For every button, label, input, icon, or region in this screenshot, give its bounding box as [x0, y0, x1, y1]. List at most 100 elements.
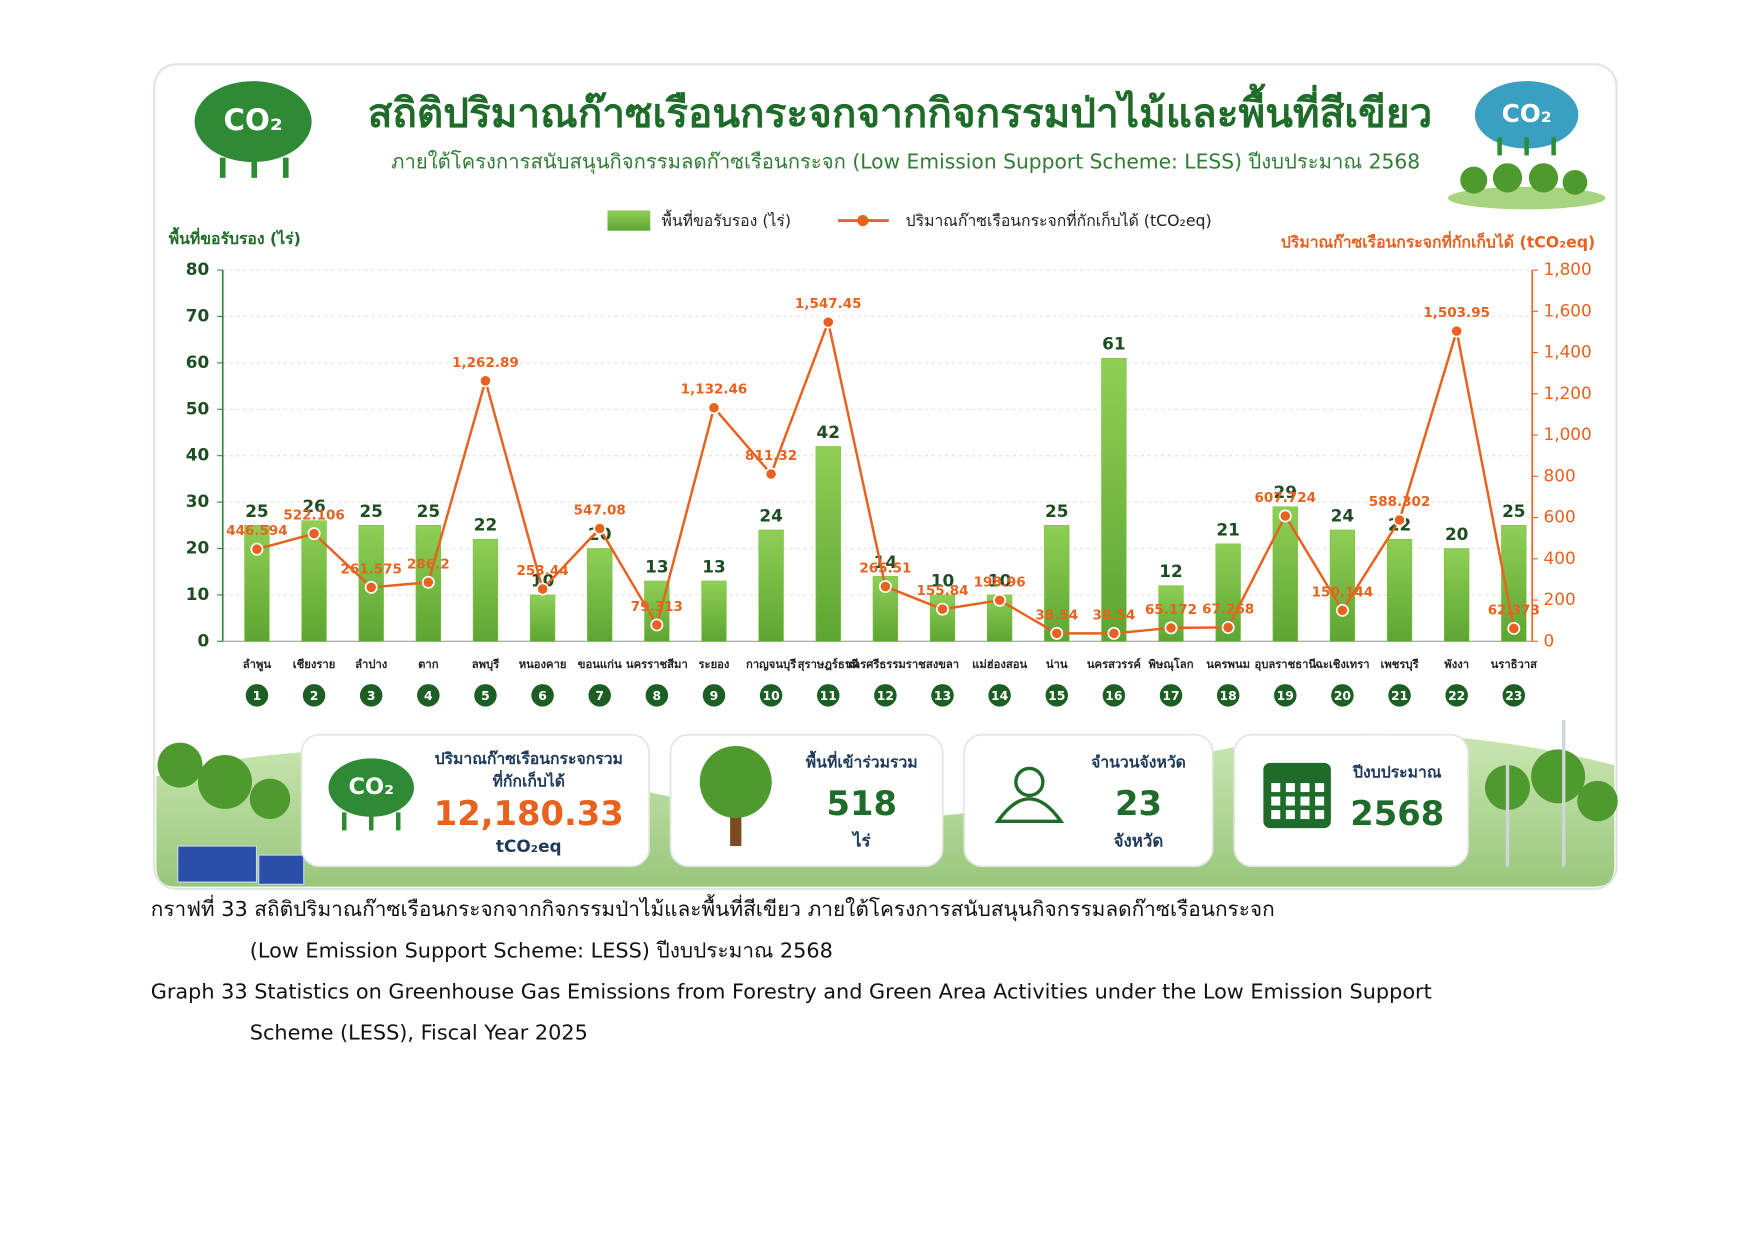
y-tick-label: 0 [198, 630, 210, 650]
x-tick-label: ระยอง [699, 658, 730, 671]
line-point [250, 542, 264, 556]
bar [587, 548, 613, 642]
card-value: 23 [1115, 784, 1162, 823]
caption-line: Graph 33 Statistics on Greenhouse Gas Em… [151, 979, 1432, 1003]
card-value: 518 [827, 784, 897, 823]
category-badge [1045, 684, 1069, 707]
card-icon [1271, 783, 1281, 793]
category-number: 5 [481, 689, 490, 703]
bar [244, 525, 270, 642]
bar-value-label: 26 [302, 496, 325, 516]
y2-tick-label: 600 [1544, 507, 1576, 527]
category-badge [1102, 684, 1126, 707]
category-number: 15 [1048, 689, 1065, 703]
category-badge [702, 684, 726, 707]
category-number: 14 [991, 689, 1009, 703]
line-point [421, 575, 435, 589]
bar [1272, 506, 1298, 642]
card-icon [1271, 810, 1281, 820]
category-badge [645, 684, 669, 707]
category-number: 8 [653, 689, 662, 703]
line-point [1164, 621, 1178, 635]
category-badge [302, 684, 326, 707]
card-icon [1300, 810, 1310, 820]
line-point [1507, 621, 1521, 635]
line-point [1278, 509, 1292, 523]
line-value-label: 265.51 [859, 561, 911, 577]
x-tick-label: เชียงราย [293, 658, 336, 671]
category-badge [359, 684, 383, 707]
line-value-label: 607.724 [1255, 490, 1317, 506]
bar [815, 446, 841, 642]
y2-axis-title: ปริมาณก๊าซเรือนกระจกที่กักเก็บได้ (tCO₂e… [1281, 231, 1595, 252]
chart-subtitle: ภายใต้โครงการสนับสนุนกิจกรรมลดก๊าซเรือนก… [391, 150, 1420, 175]
x-tick-label: พังงา [1444, 658, 1469, 671]
category-number: 9 [710, 689, 719, 703]
line-value-label: 286.2 [407, 556, 450, 572]
card-unit: จังหวัด [1114, 831, 1164, 851]
plot: 0102030405060708002004006008001,0001,200… [186, 209, 1592, 707]
bar [358, 525, 384, 642]
y2-tick-label: 800 [1544, 465, 1576, 485]
x-tick-label: นครศรีธรรมราช [845, 658, 926, 671]
bar [1044, 525, 1070, 642]
bar [1386, 538, 1413, 642]
category-badge [1331, 684, 1354, 707]
x-tick-label: แม่ฮ่องสอน [972, 658, 1027, 671]
category-badge [474, 684, 497, 707]
line-point [307, 527, 321, 541]
line-value-label: 1,132.46 [681, 382, 748, 398]
category-badge [1445, 684, 1468, 707]
co2-icon-left [194, 81, 312, 178]
x-tick-label: สุราษฎร์ธานี [798, 657, 859, 672]
caption: กราฟที่ 33 สถิติปริมาณก๊าซเรือนกระจกจากก… [151, 894, 1432, 1044]
caption-line: (Low Emission Support Scheme: LESS) ปีงบ… [250, 938, 833, 962]
card-icon [1300, 783, 1310, 793]
x-tick-label: ลำปาง [355, 657, 387, 671]
line-value-label: 588.302 [1369, 494, 1431, 510]
category-number: 6 [538, 689, 547, 703]
card-label: จำนวนจังหวัด [1091, 752, 1186, 771]
co2-icon-right [1447, 81, 1606, 210]
y-axis-title: พื้นที่ขอรับรอง (ไร่) [169, 227, 301, 248]
bar-value-label: 25 [1045, 501, 1068, 521]
line-point [1107, 626, 1121, 640]
bar-value-label: 13 [645, 556, 668, 576]
card-icon [1300, 796, 1310, 806]
card-icon [730, 801, 742, 847]
card-value: 12,180.33 [434, 794, 624, 833]
x-tick-label: กาญจนบุรี [746, 658, 797, 672]
line-point [764, 467, 778, 481]
legend-swatch [857, 214, 869, 227]
x-tick-label: สงขลา [926, 658, 959, 671]
solar-panels [177, 845, 305, 885]
bar-value-label: 21 [1216, 519, 1239, 539]
card-icon [1285, 796, 1295, 806]
x-tick-label: ลพบุรี [472, 658, 500, 672]
category-number: 7 [595, 689, 604, 703]
category-badge [931, 684, 954, 707]
y-tick-label: 70 [186, 305, 209, 325]
y-tick-label: 80 [186, 259, 209, 279]
bar-value-label: 24 [1331, 505, 1354, 525]
bar-value-label: 25 [1502, 501, 1525, 521]
legend-label: พื้นที่ขอรับรอง (ไร่) [662, 209, 792, 230]
bar-value-label: 10 [531, 570, 554, 590]
category-number: 22 [1448, 689, 1465, 703]
bar-value-label: 29 [1274, 482, 1297, 502]
category-badge [874, 684, 897, 707]
line-point [364, 580, 378, 594]
bar-value-label: 22 [474, 515, 497, 535]
x-tick-label: นครราชสีมา [626, 658, 688, 671]
x-tick-label: ฉะเชิงเทรา [1315, 658, 1369, 671]
card-unit: tCO₂eq [496, 836, 562, 856]
x-tick-label: พิษณุโลก [1149, 657, 1194, 672]
y2-tick-label: 0 [1544, 630, 1555, 650]
line-point [1335, 603, 1349, 617]
bar-value-label: 13 [702, 556, 725, 576]
caption-line: Scheme (LESS), Fiscal Year 2025 [250, 1020, 588, 1044]
bar-value-label: 10 [988, 570, 1011, 590]
line-value-label: 811.32 [745, 448, 797, 464]
